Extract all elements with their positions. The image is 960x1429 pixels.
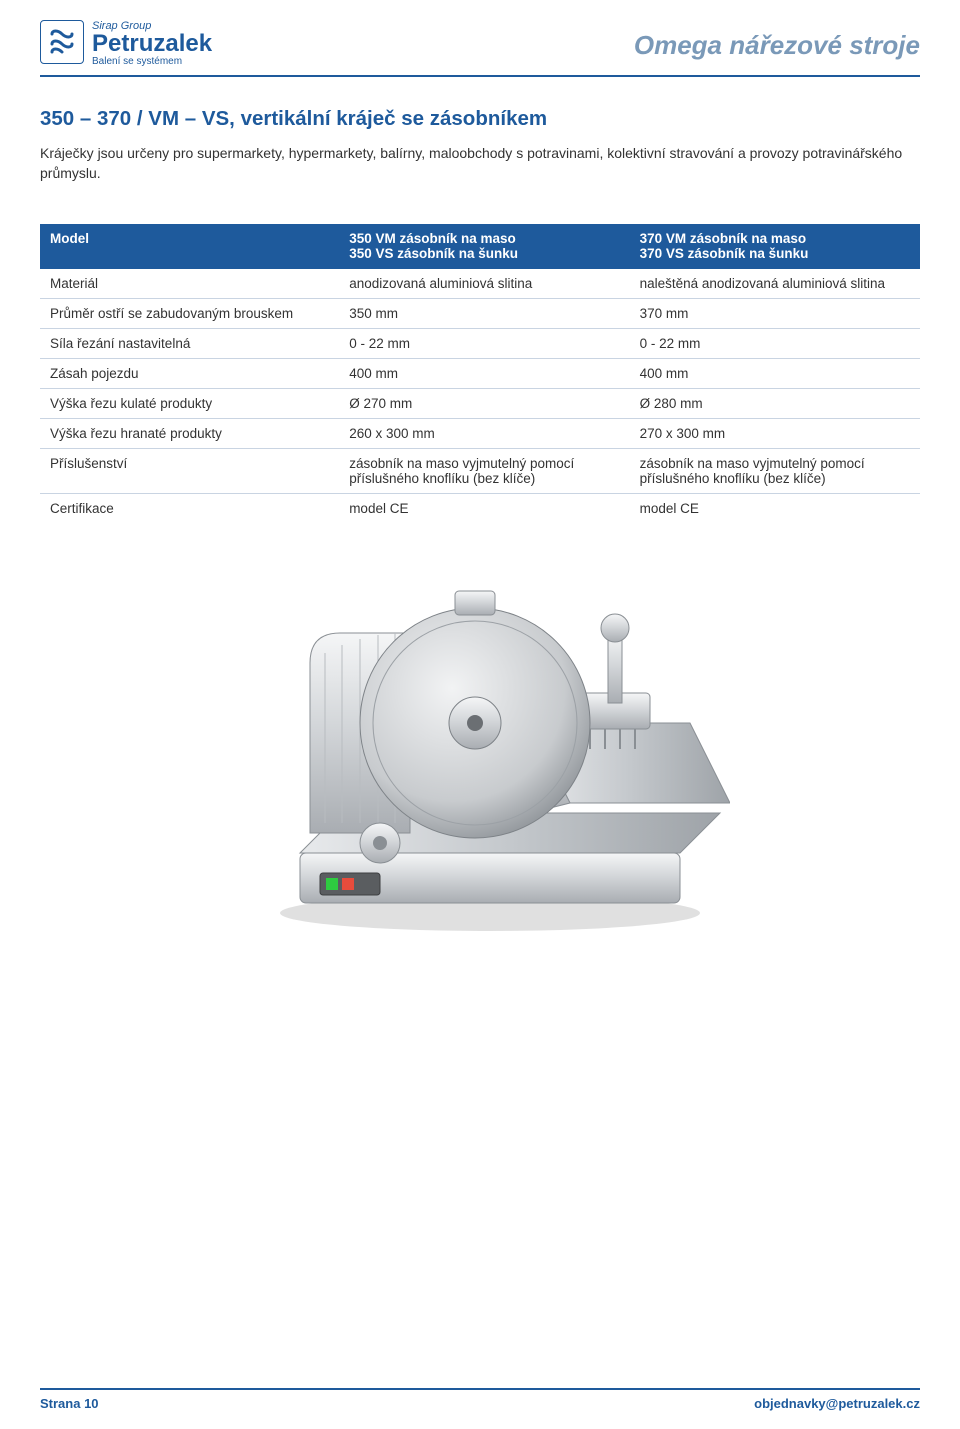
row-label: Zásah pojezdu bbox=[40, 358, 339, 388]
row-value-b: Ø 280 mm bbox=[630, 388, 920, 418]
table-header-row: Model 350 VM zásobník na maso 350 VS zás… bbox=[40, 224, 920, 269]
row-value-b: 270 x 300 mm bbox=[630, 418, 920, 448]
logo-text: Sirap Group Petruzalek Balení se systéme… bbox=[92, 20, 212, 67]
header-col-b: 370 VM zásobník na maso 370 VS zásobník … bbox=[630, 224, 920, 269]
row-label: Příslušenství bbox=[40, 448, 339, 493]
row-label: Materiál bbox=[40, 268, 339, 298]
page-header: Sirap Group Petruzalek Balení se systéme… bbox=[40, 20, 920, 77]
header-title: Omega nářezové stroje bbox=[634, 30, 920, 61]
product-image bbox=[40, 573, 920, 938]
row-value-b: 370 mm bbox=[630, 298, 920, 328]
row-label: Výška řezu kulaté produkty bbox=[40, 388, 339, 418]
logo-icon bbox=[40, 20, 84, 64]
table-row: Příslušenství zásobník na maso vyjmuteln… bbox=[40, 448, 920, 493]
row-value-b: zásobník na maso vyjmutelný pomocí přísl… bbox=[630, 448, 920, 493]
row-value-a: 400 mm bbox=[339, 358, 629, 388]
row-value-a: 260 x 300 mm bbox=[339, 418, 629, 448]
table-row: Průměr ostří se zabudovaným brouskem 350… bbox=[40, 298, 920, 328]
row-value-a: 0 - 22 mm bbox=[339, 328, 629, 358]
row-value-b: model CE bbox=[630, 493, 920, 523]
table-row: Zásah pojezdu 400 mm 400 mm bbox=[40, 358, 920, 388]
header-col-a-line2: 350 VS zásobník na šunku bbox=[349, 246, 619, 261]
row-label: Síla řezání nastavitelná bbox=[40, 328, 339, 358]
header-col-b-line1: 370 VM zásobník na maso bbox=[640, 231, 910, 246]
logo-tagline-label: Balení se systémem bbox=[92, 56, 212, 67]
row-label: Výška řezu hranaté produkty bbox=[40, 418, 339, 448]
header-col-a-line1: 350 VM zásobník na maso bbox=[349, 231, 619, 246]
row-value-b: 400 mm bbox=[630, 358, 920, 388]
footer-page-number: Strana 10 bbox=[40, 1396, 99, 1411]
section-title: 350 – 370 / VM – VS, vertikální kráječ s… bbox=[40, 107, 920, 131]
page-footer: Strana 10 objednavky@petruzalek.cz bbox=[40, 1388, 920, 1411]
header-col-a: 350 VM zásobník na maso 350 VS zásobník … bbox=[339, 224, 629, 269]
row-value-a: Ø 270 mm bbox=[339, 388, 629, 418]
table-row: Výška řezu hranaté produkty 260 x 300 mm… bbox=[40, 418, 920, 448]
row-value-b: naleštěná anodizovaná aluminiová slitina bbox=[630, 268, 920, 298]
row-value-a: zásobník na maso vyjmutelný pomocí přísl… bbox=[339, 448, 629, 493]
intro-paragraph: Kráječky jsou určeny pro supermarkety, h… bbox=[40, 143, 920, 184]
row-label: Certifikace bbox=[40, 493, 339, 523]
logo-main-label: Petruzalek bbox=[92, 32, 212, 56]
footer-email: objednavky@petruzalek.cz bbox=[754, 1396, 920, 1411]
row-value-a: model CE bbox=[339, 493, 629, 523]
table-row: Síla řezání nastavitelná 0 - 22 mm 0 - 2… bbox=[40, 328, 920, 358]
row-value-b: 0 - 22 mm bbox=[630, 328, 920, 358]
header-col-b-line2: 370 VS zásobník na šunku bbox=[640, 246, 910, 261]
table-row: Materiál anodizovaná aluminiová slitina … bbox=[40, 268, 920, 298]
header-model-label: Model bbox=[40, 224, 339, 269]
row-label: Průměr ostří se zabudovaným brouskem bbox=[40, 298, 339, 328]
row-value-a: anodizovaná aluminiová slitina bbox=[339, 268, 629, 298]
logo-block: Sirap Group Petruzalek Balení se systéme… bbox=[40, 20, 212, 67]
table-row: Výška řezu kulaté produkty Ø 270 mm Ø 28… bbox=[40, 388, 920, 418]
table-row: Certifikace model CE model CE bbox=[40, 493, 920, 523]
spec-table: Model 350 VM zásobník na maso 350 VS zás… bbox=[40, 224, 920, 523]
row-value-a: 350 mm bbox=[339, 298, 629, 328]
